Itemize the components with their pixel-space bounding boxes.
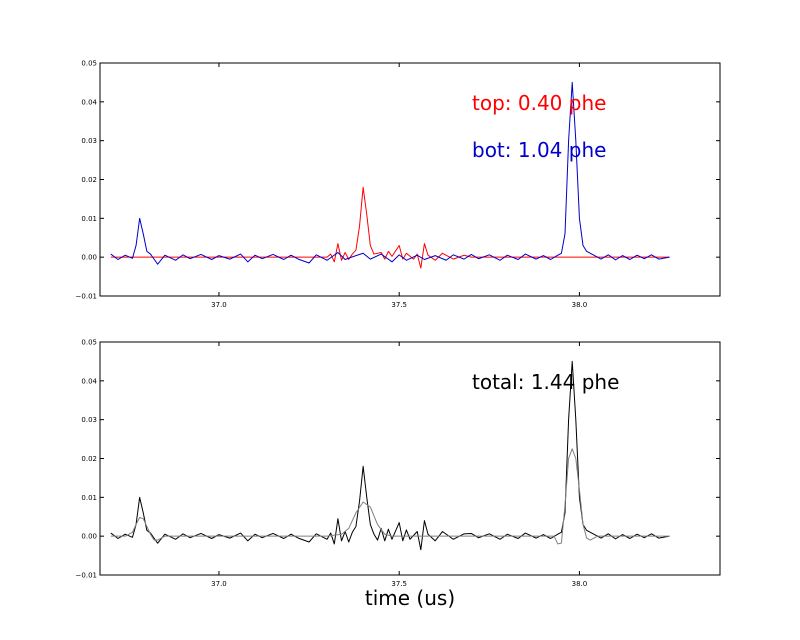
series-line-1: [110, 448, 670, 545]
y-tick-label: 0.04: [81, 377, 97, 385]
y-tick-label: 0.00: [81, 533, 97, 541]
annotation-label: total: 1.44 phe: [472, 370, 619, 394]
plot-frame: [99, 62, 721, 297]
y-tick-label: −0.01: [76, 572, 97, 580]
x-tick-label: 37.0: [211, 580, 227, 588]
x-axis-label: time (us): [365, 586, 455, 610]
y-tick-label: −0.01: [76, 293, 97, 301]
bottom-panel: 37.0 37.5 38.0 0.05 0.04 0.03 0.02 0.01 0.00 −0.0…: [76, 339, 721, 588]
x-tick-label: 38.0: [572, 301, 588, 309]
y-tick-label: 0.05: [81, 339, 97, 347]
y-tick-label: 0.05: [81, 60, 97, 68]
annotation-label: bot: 1.04 phe: [472, 138, 606, 162]
y-tick-label: 0.02: [81, 455, 97, 463]
series-line-1: [110, 81, 670, 265]
y-tick-label: 0.04: [81, 98, 97, 106]
x-tick-label: 37.0: [211, 301, 227, 309]
x-tick-label: 37.5: [391, 301, 407, 309]
y-tick-label: 0.02: [81, 176, 97, 184]
y-tick-label: 0.01: [81, 494, 97, 502]
annotation-label: top: 0.40 phe: [472, 91, 606, 115]
x-tick-label: 38.0: [572, 580, 588, 588]
y-tick-label: 0.00: [81, 254, 97, 262]
y-tick-label: 0.03: [81, 416, 97, 424]
series-line-0: [110, 360, 670, 551]
y-tick-label: 0.03: [81, 137, 97, 145]
x-tick-label: 37.5: [391, 580, 407, 588]
top-panel: 37.0 37.5 38.0 0.05 0.04 0.03 0.02 0.01 0.00 −0.0…: [76, 60, 721, 309]
series-line-0: [110, 186, 670, 269]
plot-frame: [99, 341, 721, 576]
y-tick-label: 0.01: [81, 215, 97, 223]
